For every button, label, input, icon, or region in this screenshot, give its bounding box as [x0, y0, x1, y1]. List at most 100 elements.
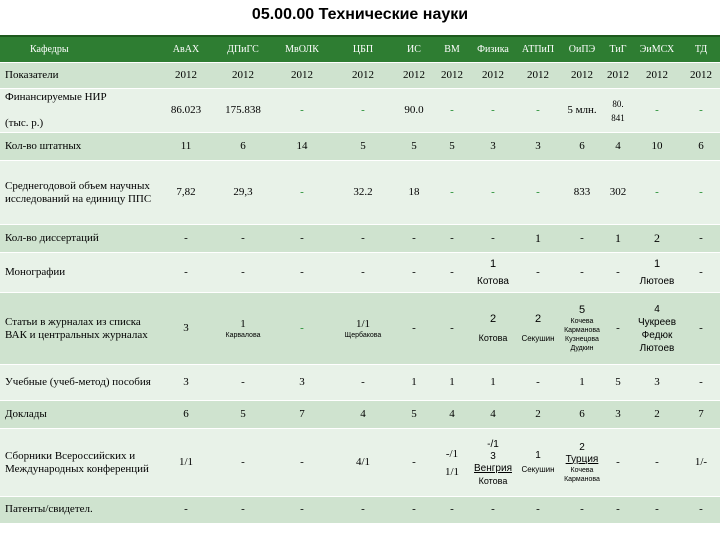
table-cell: - — [632, 160, 682, 225]
table-cell: 3 — [516, 132, 560, 161]
table-cell: - — [604, 252, 632, 293]
table-cell: - — [332, 496, 394, 523]
row-label: Патенты/свидетел. — [0, 496, 158, 523]
table-cell: 6 — [560, 400, 604, 429]
author-name: Карманова — [564, 327, 600, 334]
row-label: Среднегодовой объем научных исследований… — [0, 160, 158, 225]
table-cell: - — [682, 88, 720, 133]
table-cell: 1 — [434, 364, 470, 401]
table-cell: 2012 — [516, 62, 560, 89]
table-cell: 5 — [332, 132, 394, 161]
table-cell: 2012 — [158, 62, 214, 89]
cell-part: 4 — [654, 303, 660, 315]
table-cell: - — [470, 160, 516, 225]
table-cell: - — [682, 496, 720, 523]
table-cell: 6 — [682, 132, 720, 161]
table-cell: 2 Турция Кочева Карманова — [560, 428, 604, 497]
table-cell: - — [516, 252, 560, 293]
table-cell: - — [516, 496, 560, 523]
table-cell: 2 — [632, 224, 682, 253]
column-header: ЭиМСХ — [632, 37, 682, 63]
country-name: Турция — [565, 453, 599, 465]
row-label: Монографии — [0, 252, 158, 293]
table-cell: - — [682, 160, 720, 225]
table-cell: - — [394, 496, 434, 523]
table-row: Учебные (учеб-метод) пособия 3 - 3 - 1 1… — [0, 364, 720, 401]
row-label-line: Финансируемые НИР — [5, 91, 107, 103]
table-cell: - — [214, 496, 272, 523]
table-cell: 3 — [470, 132, 516, 161]
column-header: ДПиГС — [214, 37, 272, 63]
table-cell: 1/1 — [158, 428, 214, 497]
cell-part: 1 — [535, 449, 541, 461]
table-cell: - — [434, 160, 470, 225]
table-cell: - — [682, 292, 720, 365]
table-cell: - — [604, 292, 632, 365]
column-header: ТД — [682, 37, 720, 63]
table-cell: - — [332, 252, 394, 293]
table-cell: 18 — [394, 160, 434, 225]
table-cell: 11 — [158, 132, 214, 161]
table-cell: - — [332, 88, 394, 133]
cell-part: 2 — [489, 312, 497, 325]
table-cell: 1 — [470, 364, 516, 401]
author-name: Щербакова — [344, 331, 382, 339]
cell-part: -/1 — [487, 438, 499, 450]
row-label: Доклады — [0, 400, 158, 429]
table-cell: 2012 — [434, 62, 470, 89]
table-cell: - — [434, 252, 470, 293]
table-cell: - — [516, 160, 560, 225]
row-label: Показатели — [0, 62, 158, 89]
table-cell: - — [272, 292, 332, 365]
table-cell: 5 млн. — [560, 88, 604, 133]
table-cell: 2 Котова — [470, 292, 516, 365]
table-cell: 3 — [158, 364, 214, 401]
row-label: Учебные (учеб-метод) пособия — [0, 364, 158, 401]
table-cell: - — [272, 428, 332, 497]
table-cell: - — [394, 252, 434, 293]
table-cell: - — [604, 496, 632, 523]
table-row: Монографии - - - - - - 1 Котова - - - 1 … — [0, 252, 720, 293]
table-cell: 3 — [632, 364, 682, 401]
table-cell: 2012 — [560, 62, 604, 89]
cell-part: 5 — [578, 304, 586, 316]
row-label-line: (тыс. р.) — [5, 117, 44, 129]
table-cell: - — [214, 252, 272, 293]
table-row: Кол-во диссертаций - - - - - - - 1 - 1 2… — [0, 224, 720, 253]
table-cell: - — [632, 496, 682, 523]
column-header: ОиПЭ — [560, 37, 604, 63]
table-cell: 4/1 — [332, 428, 394, 497]
table-cell: - — [682, 252, 720, 293]
table-cell: 10 — [632, 132, 682, 161]
table-cell: 2012 — [604, 62, 632, 89]
column-header: ИС — [394, 37, 434, 63]
author-name: Секушин — [521, 464, 555, 474]
table-cell: - — [434, 224, 470, 253]
table-cell: 1 Лютоев — [632, 252, 682, 293]
table-cell: 4 Чукреев Федюк Лютоев — [632, 292, 682, 365]
table-cell: 80. 841 — [604, 88, 632, 133]
column-header: АвАХ — [158, 37, 214, 63]
table-cell: - — [394, 224, 434, 253]
author-name: Кочева — [570, 466, 594, 474]
table-cell: 5 — [394, 132, 434, 161]
table-cell: - — [434, 88, 470, 133]
table-cell: - — [158, 252, 214, 293]
table-cell: 2012 — [470, 62, 516, 89]
table-cell: 1 Секушин — [516, 428, 560, 497]
column-header: ЦБП — [332, 37, 394, 63]
table-row: Финансируемые НИР (тыс. р.) 86.023 175.8… — [0, 88, 720, 133]
author-name: Федюк — [641, 329, 673, 341]
table-cell: - — [470, 224, 516, 253]
table-cell: 3 — [158, 292, 214, 365]
author-name: Карвалова — [225, 331, 261, 339]
table-cell: - — [682, 364, 720, 401]
table-cell: 1 Карвалова — [214, 292, 272, 365]
table-cell: 2012 — [272, 62, 332, 89]
country-name: Венгрия — [474, 462, 512, 474]
table-cell: 5 — [394, 400, 434, 429]
table-cell: - — [332, 224, 394, 253]
table-cell: 7 — [682, 400, 720, 429]
table-cell: - — [560, 252, 604, 293]
science-table: Кафедры АвАХ ДПиГС МвОЛК ЦБП ИС ВМ Физик… — [0, 37, 720, 523]
